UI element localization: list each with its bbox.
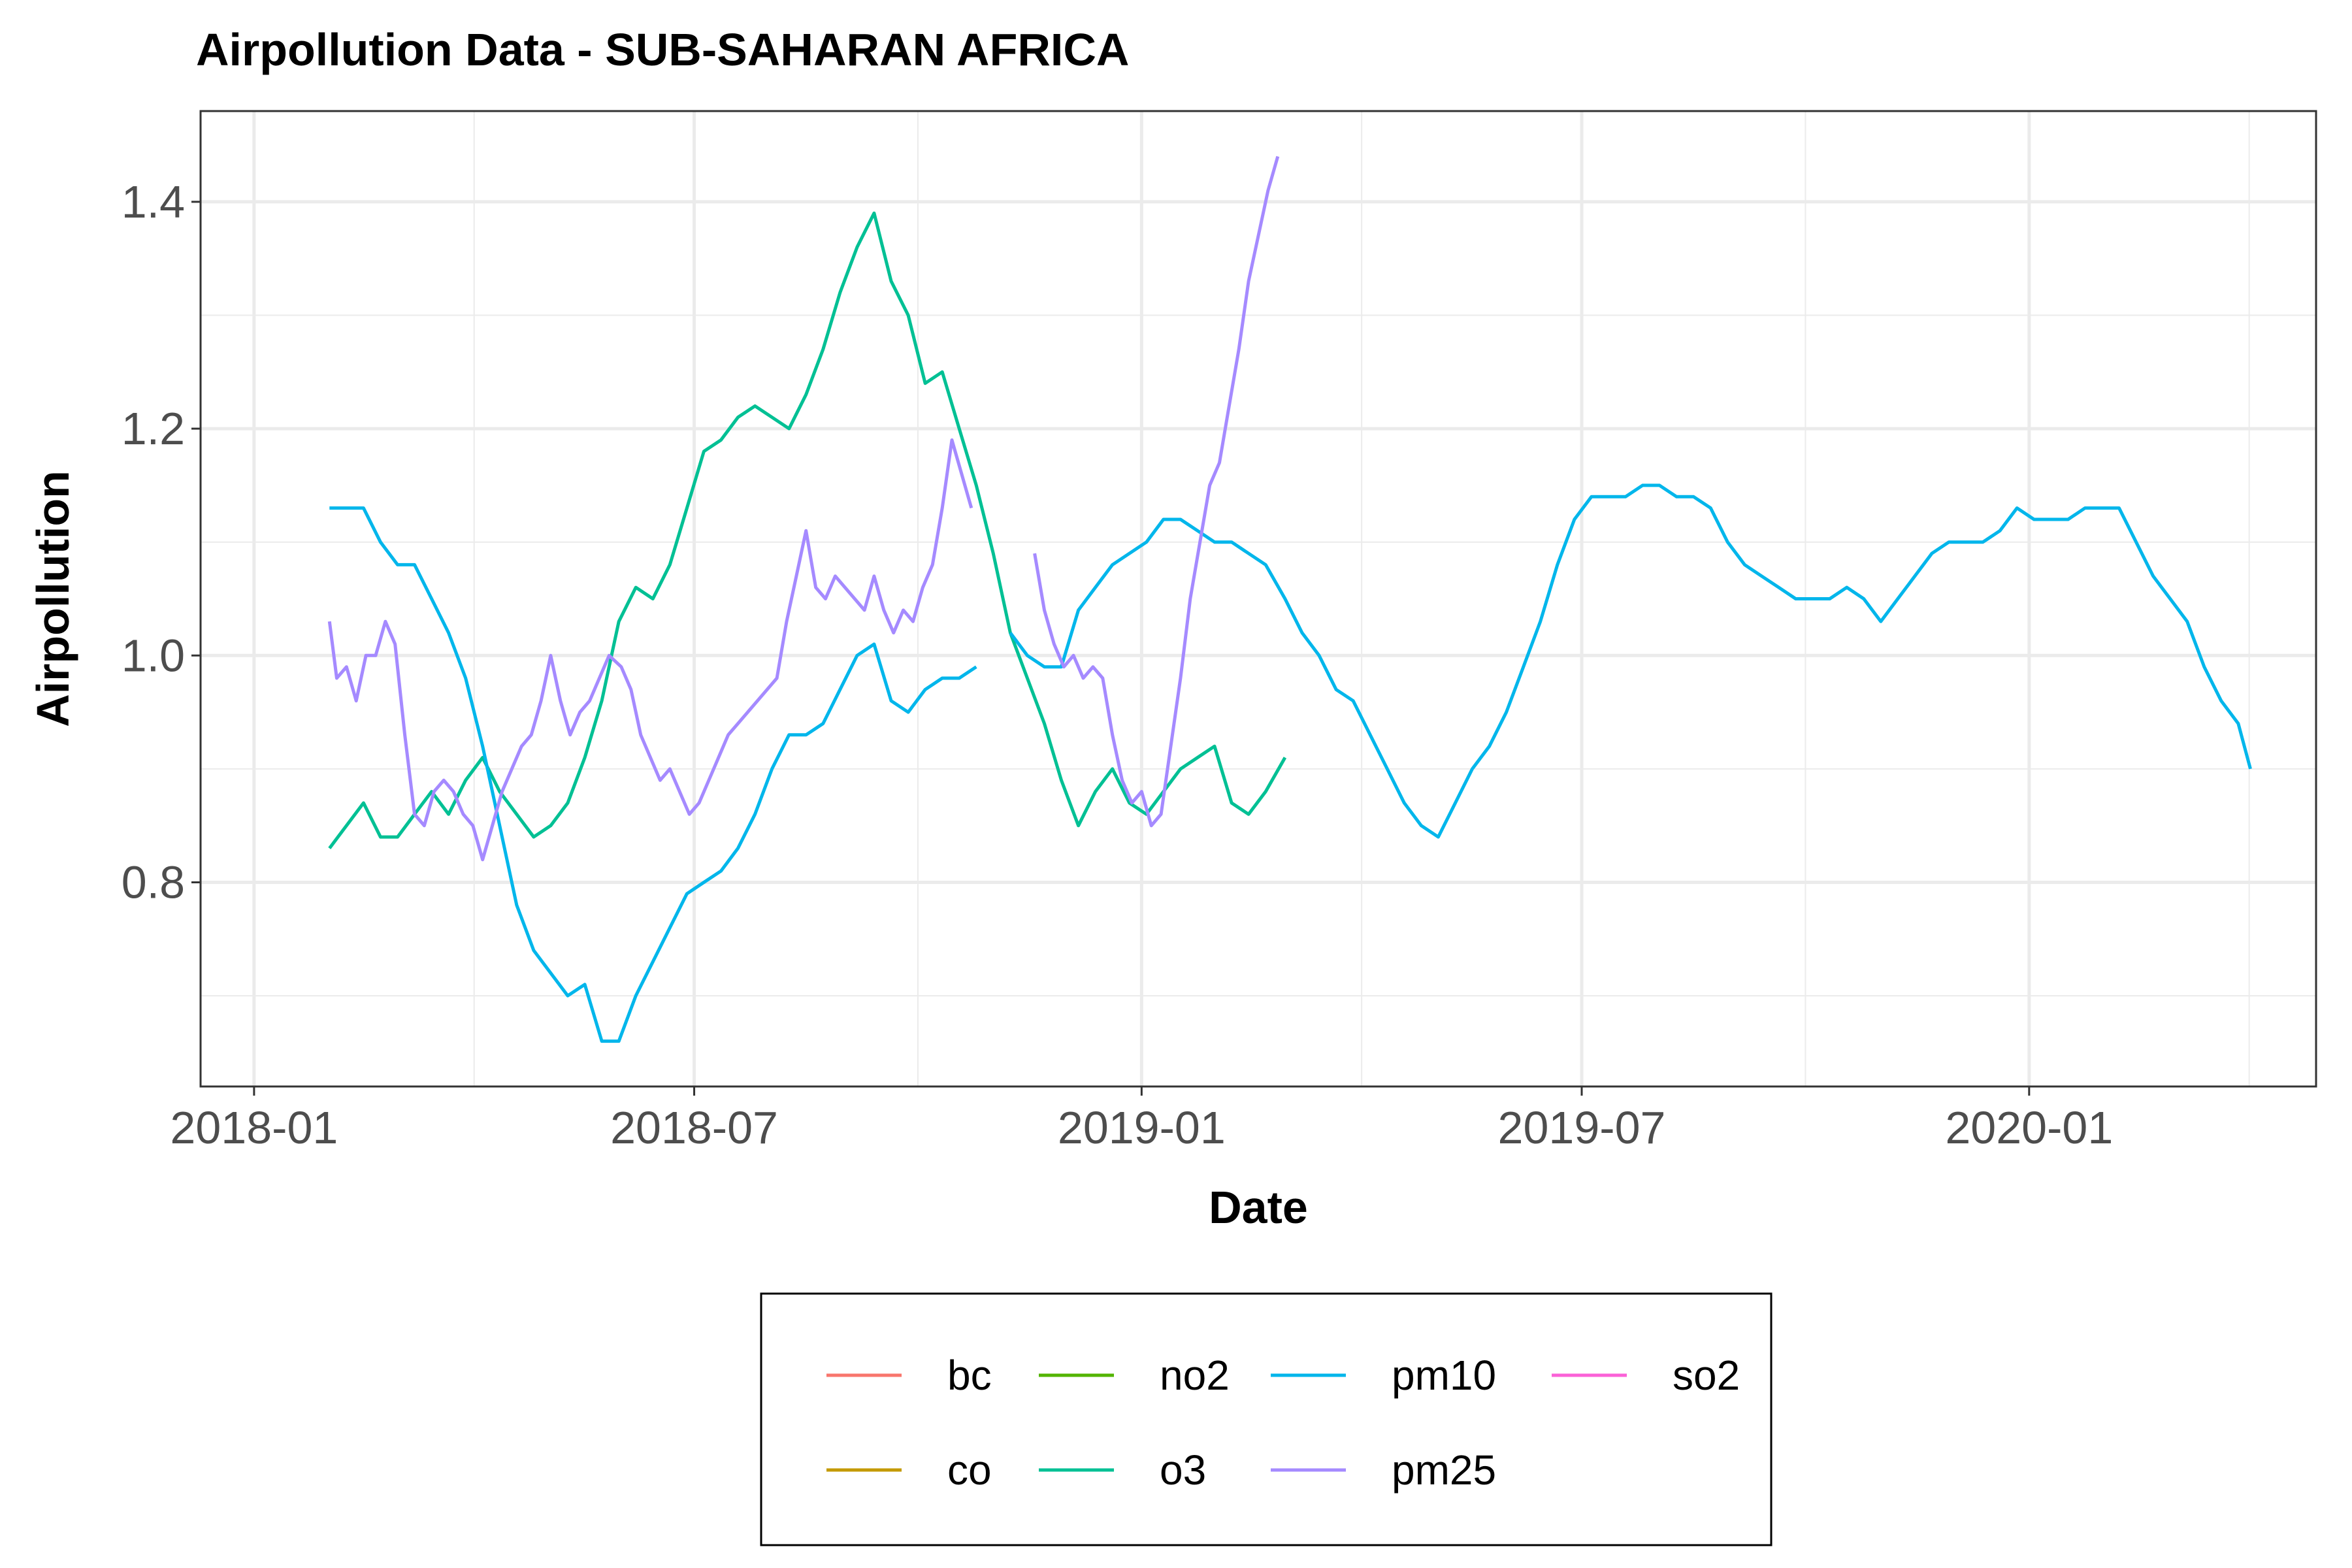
legend-label-pm10: pm10 xyxy=(1392,1352,1496,1399)
series-line-pm25 xyxy=(327,155,1280,862)
legend-label-no2: no2 xyxy=(1160,1352,1230,1399)
legend-label-bc: bc xyxy=(947,1352,992,1399)
y-tick-label: 1.0 xyxy=(122,630,185,681)
grid-layer xyxy=(201,111,2316,1086)
x-tick-label: 2018-01 xyxy=(170,1102,338,1153)
x-tick-label: 2019-07 xyxy=(1498,1102,1666,1153)
series-line-pm10 xyxy=(329,483,2252,1043)
axis-layer: 0.8 1.0 1.2 1.4 2018-01 2018-07 2019-01 2019-07… xyxy=(122,176,2114,1153)
panel-border xyxy=(199,110,2317,1088)
series-layer xyxy=(327,155,2252,1043)
legend-box xyxy=(760,1292,1772,1546)
legend-label-so2: so2 xyxy=(1673,1352,1740,1399)
chart-title: Airpollution Data - SUB-SAHARAN AFRICA xyxy=(196,24,1129,75)
legend-label-o3: o3 xyxy=(1160,1446,1206,1494)
x-axis-title: Date xyxy=(1209,1182,1308,1233)
x-tick-label: 2019-01 xyxy=(1058,1102,1226,1153)
y-tick-label: 0.8 xyxy=(122,857,185,908)
y-tick-label: 1.4 xyxy=(122,176,185,227)
y-axis-title: Airpollution xyxy=(27,470,78,727)
legend: bc co no2 o3 pm10 pm25 so2 xyxy=(760,1292,1772,1546)
x-tick-label: 2020-01 xyxy=(1945,1102,2113,1153)
y-tick-label: 1.2 xyxy=(122,403,185,454)
legend-label-co: co xyxy=(947,1446,992,1494)
x-tick-label: 2018-07 xyxy=(610,1102,778,1153)
legend-label-pm25: pm25 xyxy=(1392,1446,1496,1494)
